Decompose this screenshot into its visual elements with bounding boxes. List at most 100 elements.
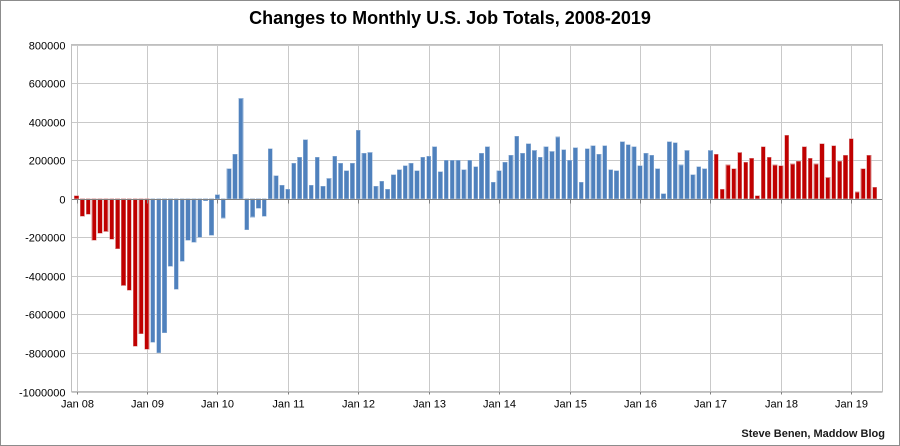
bar bbox=[79, 198, 85, 217]
bar bbox=[608, 169, 614, 200]
y-tick-label: -600000 bbox=[25, 310, 65, 322]
attribution-text: Steve Benen, Maddow Blog bbox=[741, 428, 885, 440]
bar bbox=[725, 164, 731, 200]
bar bbox=[508, 155, 514, 200]
bar bbox=[220, 198, 226, 219]
bar bbox=[784, 134, 790, 200]
y-tick-label: -400000 bbox=[25, 272, 65, 284]
bar bbox=[484, 146, 490, 200]
bar bbox=[373, 185, 379, 200]
bar bbox=[655, 168, 661, 200]
bar bbox=[273, 175, 279, 200]
bar bbox=[719, 188, 725, 200]
bar bbox=[314, 156, 320, 200]
bar bbox=[443, 159, 449, 200]
bar bbox=[132, 198, 138, 347]
bar bbox=[432, 146, 437, 200]
bar bbox=[85, 198, 91, 215]
bar bbox=[490, 182, 496, 200]
bar bbox=[261, 198, 267, 217]
bar bbox=[156, 198, 162, 354]
x-tick-label: Jan 13 bbox=[413, 399, 446, 411]
bar bbox=[731, 168, 737, 200]
bar bbox=[414, 170, 420, 200]
bar bbox=[267, 148, 273, 200]
bar bbox=[620, 141, 625, 200]
bar bbox=[185, 198, 191, 241]
bar bbox=[408, 162, 414, 200]
bar bbox=[449, 159, 455, 200]
bar bbox=[796, 160, 801, 200]
x-tick-label: Jan 14 bbox=[483, 399, 516, 411]
x-tick-label: Jan 12 bbox=[342, 399, 375, 411]
bar bbox=[144, 198, 150, 350]
bar bbox=[391, 174, 396, 200]
bar bbox=[308, 184, 314, 200]
y-tick-label: 800000 bbox=[29, 41, 66, 53]
bar bbox=[320, 185, 326, 200]
bar bbox=[173, 198, 179, 290]
bar bbox=[578, 182, 584, 200]
bar bbox=[467, 159, 473, 200]
y-tick-label: -200000 bbox=[25, 233, 65, 245]
bar bbox=[461, 169, 467, 200]
y-tick-label: 400000 bbox=[29, 118, 66, 130]
bar bbox=[743, 161, 749, 200]
bar bbox=[361, 153, 367, 200]
bar bbox=[672, 142, 678, 200]
y-tick-label: 0 bbox=[59, 195, 65, 207]
bar bbox=[279, 184, 285, 200]
bar bbox=[666, 141, 672, 200]
bar bbox=[238, 98, 244, 200]
y-tick-label: -1000000 bbox=[19, 388, 66, 400]
bar bbox=[97, 198, 103, 234]
bar bbox=[326, 178, 332, 200]
bar bbox=[168, 198, 173, 267]
bar bbox=[162, 198, 167, 333]
bar bbox=[367, 152, 373, 200]
bar bbox=[496, 170, 502, 200]
bar bbox=[602, 145, 608, 200]
bar bbox=[291, 162, 297, 200]
bar bbox=[766, 156, 772, 200]
y-tick-label: 600000 bbox=[29, 79, 66, 91]
bar bbox=[103, 198, 109, 232]
bar bbox=[285, 188, 291, 200]
bar bbox=[250, 198, 255, 218]
bar bbox=[649, 155, 655, 200]
bar bbox=[801, 146, 807, 200]
bar bbox=[872, 186, 878, 200]
bar bbox=[854, 191, 860, 200]
bar bbox=[643, 153, 649, 200]
bar bbox=[115, 198, 120, 250]
bar bbox=[573, 147, 578, 200]
axes bbox=[71, 44, 883, 395]
x-tick-label: Jan 10 bbox=[201, 399, 234, 411]
bar bbox=[749, 157, 754, 200]
bar bbox=[831, 145, 837, 200]
bar bbox=[197, 198, 203, 238]
bar bbox=[91, 198, 97, 241]
bar bbox=[138, 198, 144, 334]
bar bbox=[256, 198, 261, 209]
bar bbox=[179, 198, 185, 262]
bars bbox=[74, 98, 878, 354]
bar bbox=[537, 156, 543, 200]
bar bbox=[702, 168, 707, 200]
x-tick-label: Jan 19 bbox=[835, 399, 868, 411]
bar bbox=[344, 170, 349, 200]
x-tick-label: Jan 08 bbox=[61, 399, 94, 411]
bar bbox=[866, 155, 872, 200]
bar bbox=[567, 159, 572, 200]
bar bbox=[778, 165, 784, 200]
bar bbox=[631, 146, 637, 200]
bar bbox=[244, 198, 250, 230]
bar bbox=[526, 143, 531, 200]
bar bbox=[843, 155, 848, 200]
bar bbox=[303, 139, 308, 200]
bar bbox=[684, 150, 690, 200]
bar bbox=[438, 171, 443, 200]
x-tick-label: Jan 11 bbox=[272, 399, 304, 411]
bar bbox=[420, 156, 426, 200]
bar bbox=[338, 162, 344, 200]
